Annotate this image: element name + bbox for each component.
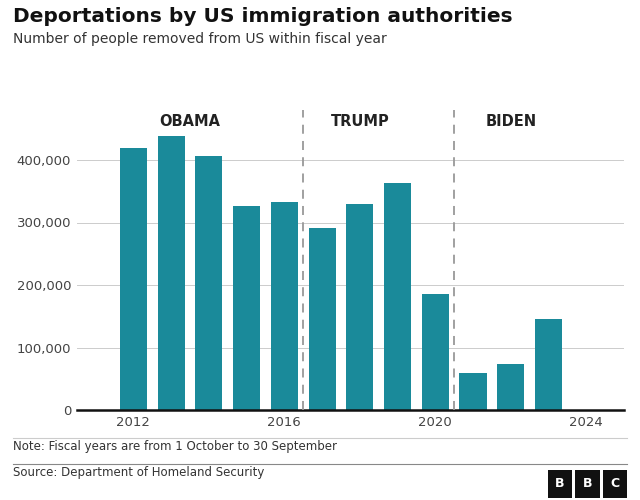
Text: C: C	[611, 477, 620, 490]
Text: Number of people removed from US within fiscal year: Number of people removed from US within …	[13, 32, 387, 46]
Bar	[271, 202, 298, 410]
Text: Source: Department of Homeland Security: Source: Department of Homeland Security	[13, 466, 264, 479]
Bar	[308, 228, 336, 410]
Bar	[384, 183, 411, 410]
Bar	[346, 204, 373, 410]
Bar	[120, 148, 147, 410]
Bar	[233, 206, 260, 410]
Text: B: B	[556, 477, 564, 490]
Bar	[460, 373, 486, 410]
Bar	[195, 156, 223, 410]
Text: OBAMA: OBAMA	[159, 114, 221, 128]
Text: Note: Fiscal years are from 1 October to 30 September: Note: Fiscal years are from 1 October to…	[13, 440, 337, 453]
Bar	[157, 136, 185, 410]
Text: BIDEN: BIDEN	[485, 114, 536, 128]
Bar	[422, 294, 449, 410]
Bar	[535, 320, 562, 410]
Text: B: B	[583, 477, 592, 490]
Text: TRUMP: TRUMP	[330, 114, 389, 128]
Text: Deportations by US immigration authorities: Deportations by US immigration authoriti…	[13, 8, 513, 26]
Bar	[497, 364, 524, 410]
